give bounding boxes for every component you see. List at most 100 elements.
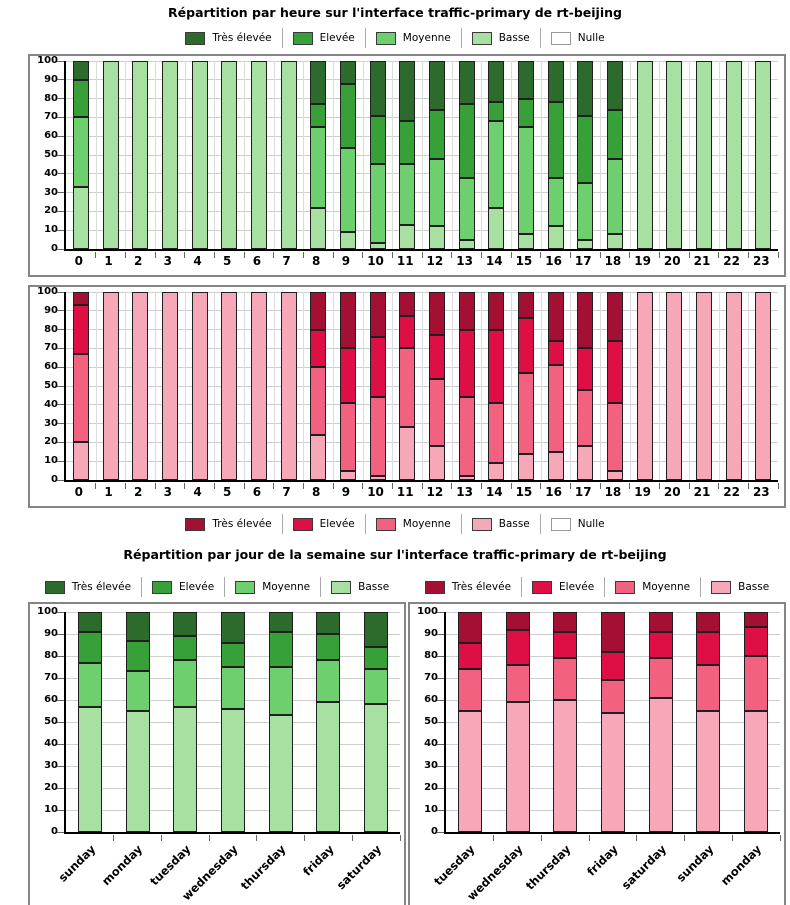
- y-tick-label: 0: [431, 826, 438, 837]
- x-tick-mark: [718, 252, 720, 258]
- stacked-bar: [488, 61, 505, 249]
- y-tick-mark: [57, 116, 64, 118]
- y-tick-mark: [57, 347, 64, 349]
- x-tick-mark: [451, 252, 453, 258]
- x-tick-label: 0: [74, 485, 84, 499]
- vertical-gridline: [748, 61, 750, 249]
- x-tick-mark: [184, 483, 186, 489]
- bar-slot: [719, 292, 749, 480]
- bar-slot: [274, 61, 304, 249]
- bar-segment: [173, 612, 198, 637]
- stacked-bar: [488, 292, 505, 480]
- bar-segment: [577, 183, 594, 240]
- bar-segment: [648, 658, 673, 698]
- bar-slot: [541, 292, 571, 480]
- bar-slot: [363, 61, 393, 249]
- bar-segment: [606, 109, 623, 159]
- x-tick-mark: [599, 252, 601, 258]
- bar-segment: [268, 667, 293, 716]
- bar-segment: [517, 61, 534, 99]
- bar-segment: [488, 329, 505, 403]
- bar-segment: [77, 612, 102, 632]
- bar-segment: [577, 292, 594, 349]
- y-tick-label: 0: [51, 243, 58, 254]
- bar-segment: [488, 102, 505, 122]
- bar-segment: [553, 700, 578, 832]
- x-tick-label: saturday: [334, 838, 398, 905]
- stacked-bar: [161, 292, 178, 480]
- bar-segment: [547, 340, 564, 366]
- stacked-bar: [399, 61, 416, 249]
- y-tick-mark: [57, 60, 64, 62]
- y-axis-labels: 0 10 20 30 40 50 60 70 80 90 100: [32, 287, 58, 485]
- stacked-bar: [102, 292, 119, 480]
- stacked-bar: [191, 292, 208, 480]
- bar-segment: [77, 631, 102, 663]
- bar-segment: [310, 292, 327, 330]
- bar-segment: [399, 121, 416, 165]
- y-tick-mark: [57, 310, 64, 312]
- bar-segment: [72, 79, 89, 118]
- vertical-gridline: [214, 61, 216, 249]
- vertical-gridline: [95, 61, 97, 249]
- horizontal-gridline: [66, 611, 400, 613]
- bar-slot: [685, 612, 733, 832]
- bar-slot: [392, 292, 422, 480]
- bar-segment: [547, 177, 564, 227]
- legend-separator: [539, 28, 541, 48]
- x-tick-label: 21: [693, 485, 711, 499]
- vertical-gridline: [570, 292, 572, 480]
- bar-segment: [364, 669, 389, 705]
- bar-slot: [481, 292, 511, 480]
- bar-segment: [72, 442, 89, 480]
- y-tick-mark: [57, 479, 64, 481]
- y-tick-mark: [57, 721, 64, 723]
- bar-slot: [630, 292, 660, 480]
- y-tick-mark: [57, 423, 64, 425]
- bar-segment: [505, 629, 530, 665]
- bar-segment: [577, 389, 594, 447]
- y-tick-mark: [57, 329, 64, 331]
- bar-slot: [155, 61, 185, 249]
- legend-item: Très élevée: [185, 517, 272, 531]
- bar-segment: [458, 104, 475, 178]
- legend-item: Basse: [711, 580, 769, 594]
- vertical-gridline: [303, 292, 305, 480]
- stacked-bar: [428, 292, 445, 480]
- stacked-bar: [221, 612, 246, 832]
- bar-segment: [369, 397, 386, 477]
- legend-label: Très élevée: [451, 581, 512, 593]
- stacked-bar: [601, 612, 626, 832]
- y-axis-labels: 0 10 20 30 40 50 60 70 80 90 100: [412, 607, 438, 837]
- bar-segment: [173, 706, 198, 832]
- bar-segment: [268, 612, 293, 632]
- bar-segment: [517, 453, 534, 480]
- bar-segment: [458, 329, 475, 398]
- x-tick-label: 5: [223, 485, 232, 499]
- x-tick-mark: [399, 835, 401, 841]
- stacked-bar: [636, 61, 653, 249]
- y-tick-mark: [57, 677, 64, 679]
- bar-segment: [428, 446, 445, 480]
- daily-chart-title: Répartition par jour de la semaine sur l…: [123, 547, 667, 562]
- y-tick-label: 30: [44, 417, 58, 429]
- legend-label: Elevée: [179, 581, 215, 593]
- bar-segment: [316, 612, 341, 635]
- x-tick-mark: [688, 252, 690, 258]
- stacked-bar: [221, 61, 238, 249]
- vertical-gridline: [481, 61, 483, 249]
- x-tick-mark: [124, 483, 126, 489]
- vertical-gridline: [214, 292, 216, 480]
- legend-label: Moyenne: [262, 581, 311, 593]
- x-tick-label: 13: [456, 485, 473, 499]
- bar-segment: [364, 704, 389, 832]
- x-tick-label: 20: [663, 485, 681, 499]
- legend-label: Basse: [358, 581, 390, 593]
- bar-segment: [369, 61, 386, 116]
- x-tick-mark: [629, 483, 631, 489]
- bar-segment: [505, 612, 530, 630]
- x-tick-mark: [599, 483, 601, 489]
- legend-separator: [281, 514, 283, 534]
- bar-segment: [517, 318, 534, 373]
